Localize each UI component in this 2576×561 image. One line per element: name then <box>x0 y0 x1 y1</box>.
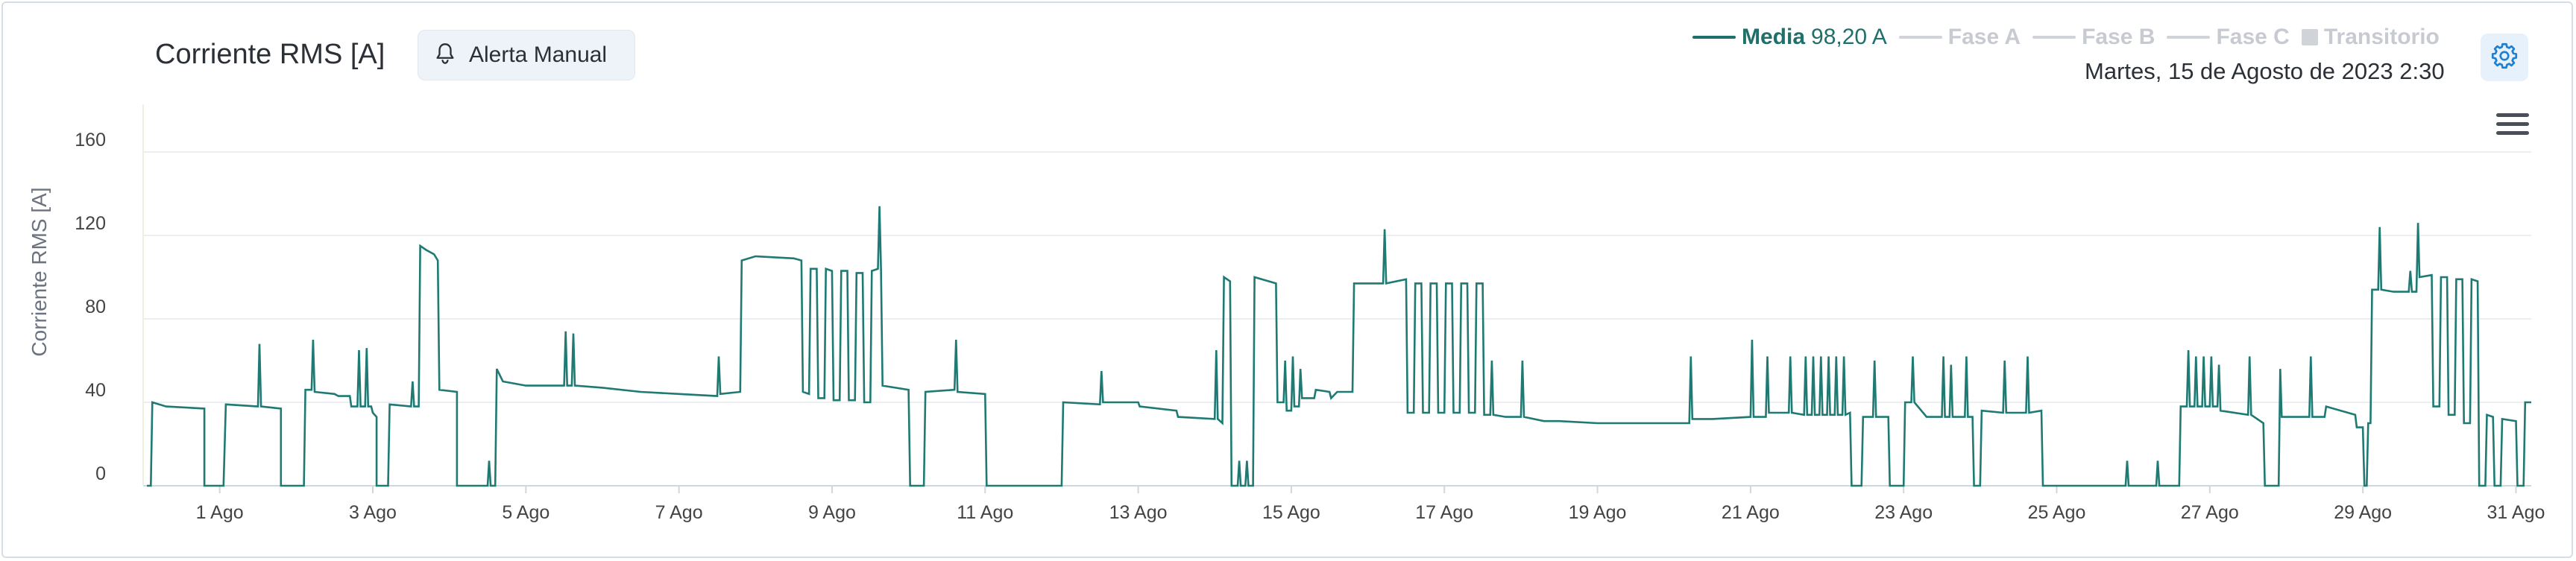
legend-marker <box>2167 36 2211 39</box>
legend-marker <box>2032 36 2076 39</box>
x-tick-label: 21 Ago <box>1722 502 1780 523</box>
x-tick-label: 3 Ago <box>349 502 397 523</box>
settings-button[interactable] <box>2481 34 2528 81</box>
x-tick-label: 19 Ago <box>1569 502 1627 523</box>
x-tick-label: 11 Ago <box>957 502 1013 523</box>
grid-lines <box>142 104 2531 486</box>
legend-value: 98,20 A <box>1811 25 1887 49</box>
x-tick-label: 17 Ago <box>1415 502 1473 523</box>
legend-item-transitorio[interactable]: Transitorio <box>2301 25 2440 50</box>
y-tick-label: 80 <box>85 297 106 317</box>
series-line-media <box>147 206 2531 487</box>
y-tick-label: 120 <box>75 213 106 234</box>
current-date: Martes, 15 de Agosto de 2023 2:30 <box>2085 58 2445 84</box>
chart-menu-button[interactable] <box>2496 113 2529 140</box>
gear-icon <box>2491 42 2518 73</box>
legend-marker <box>1692 36 1736 39</box>
legend-label: Fase C <box>2216 25 2290 49</box>
x-tick-label: 29 Ago <box>2334 502 2392 523</box>
legend-marker <box>1898 36 1942 39</box>
bell-icon <box>435 42 456 69</box>
manual-alert-button[interactable]: Alerta Manual <box>418 30 635 80</box>
hamburger-menu-icon <box>2496 113 2529 135</box>
legend-label: Transitorio <box>2323 25 2440 49</box>
x-tick-label: 23 Ago <box>1874 502 1933 523</box>
legend: Media 98,20 A Fase A Fase B Fase C Transitori… <box>1692 21 2440 54</box>
legend-label: Fase B <box>2082 25 2155 49</box>
x-tick-label: 13 Ago <box>1109 502 1168 523</box>
x-tick-label: 15 Ago <box>1262 502 1320 523</box>
chart-title: Corriente RMS [A] <box>155 39 385 70</box>
legend-label: Media <box>1742 25 1806 49</box>
x-tick-label: 1 Ago <box>196 502 244 523</box>
x-tick-label: 27 Ago <box>2181 502 2239 523</box>
y-tick-label: 40 <box>85 380 106 401</box>
x-tick-label: 31 Ago <box>2487 502 2545 523</box>
legend-item-fase-c[interactable]: Fase C <box>2167 25 2290 50</box>
x-axis-ticks: 1 Ago 3 Ago 5 Ago 7 Ago 9 Ago 11 Ago 13 Ago 15 … <box>196 486 2545 523</box>
legend-item-media[interactable]: Media 98,20 A <box>1692 25 1887 50</box>
x-tick-label: 7 Ago <box>655 502 703 523</box>
legend-item-fase-a[interactable]: Fase A <box>1898 25 2021 50</box>
x-tick-label: 5 Ago <box>502 502 549 523</box>
y-tick-label: 0 <box>95 463 106 484</box>
x-tick-label: 9 Ago <box>808 502 856 523</box>
y-axis-ticks: 0 40 80 120 160 <box>75 130 106 484</box>
y-axis-label: Corriente RMS [A] <box>28 187 51 356</box>
legend-marker <box>2301 29 2318 45</box>
legend-label: Fase A <box>1947 25 2021 49</box>
x-tick-label: 25 Ago <box>2028 502 2086 523</box>
manual-alert-label: Alerta Manual <box>469 42 608 67</box>
legend-item-fase-b[interactable]: Fase B <box>2032 25 2155 50</box>
y-tick-label: 160 <box>75 130 106 150</box>
